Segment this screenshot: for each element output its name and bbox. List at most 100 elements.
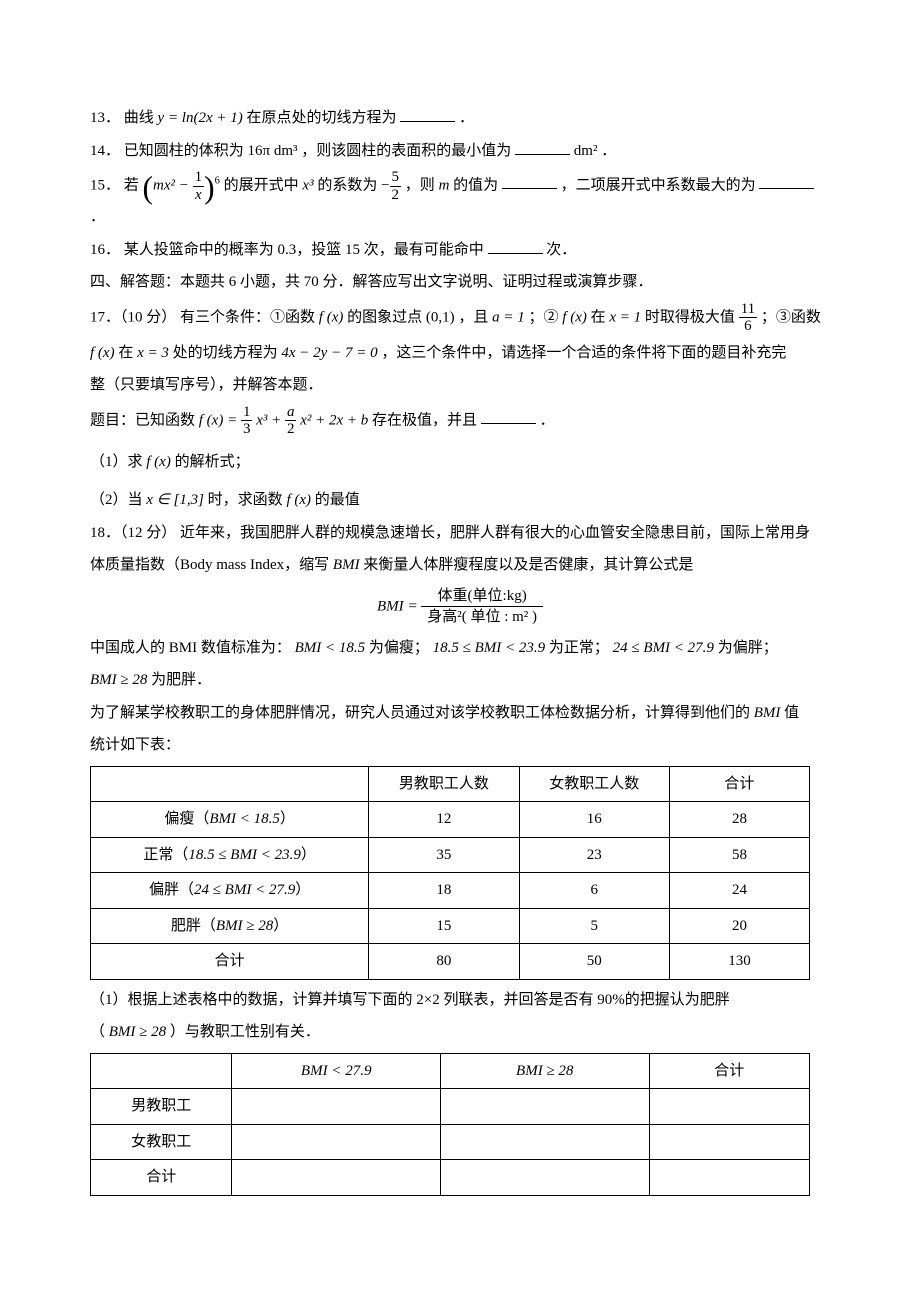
cell <box>649 1089 809 1125</box>
q17-period: ． <box>540 412 555 428</box>
q17-x1: x = 1 <box>609 309 641 325</box>
exam-page: 13． 曲线 y = ln(2x + 1) 在原点处的切线方程为 ． 14． 已… <box>0 0 920 1302</box>
t1-h2: 女教职工人数 <box>519 766 669 802</box>
q17-f2n: a <box>285 404 297 422</box>
cell <box>649 1160 809 1196</box>
cell <box>232 1089 441 1125</box>
q17-x3: x = 3 <box>137 345 169 361</box>
lm: 24 ≤ BMI < 27.9 <box>194 882 295 898</box>
q13-expr: y = ln(2x + 1) <box>158 110 243 126</box>
q14-unit2: dm² <box>574 143 598 159</box>
cell <box>440 1089 649 1125</box>
bmi-den: 身高²( 单位 : m² ) <box>421 607 543 628</box>
q17-fx1: f (x) <box>319 309 344 325</box>
q18-num: 18． <box>90 525 120 541</box>
q18-c1t: 为偏瘦； <box>365 640 429 656</box>
bmi-stats-table: 男教职工人数 女教职工人数 合计 偏瘦（BMI < 18.5） 12 16 28… <box>90 766 810 980</box>
q17-fx2: f (x) <box>562 309 587 325</box>
q17-t2: 的图象过点 <box>347 309 426 325</box>
question-14: 14． 已知圆柱的体积为 16π dm³ ，则该圆柱的表面积的最小值为 dm² … <box>90 137 830 166</box>
q18-l4: 为了解某学校教职工的身体肥胖情况，研究人员通过对该学校教职工体检数据分析，计算得… <box>90 705 754 721</box>
q15-x3: x³ <box>302 177 313 193</box>
t2-r1: 女教职工 <box>91 1124 232 1160</box>
table-row: 偏瘦（BMI < 18.5） 12 16 28 <box>91 802 810 838</box>
cell: 18 <box>369 873 519 909</box>
q15-t2: 的展开式中 <box>224 177 303 193</box>
q18p1-c: （ <box>90 1024 105 1040</box>
cell <box>232 1124 441 1160</box>
cell: 130 <box>669 944 809 980</box>
q17-term2: x² + 2x + b <box>300 412 368 428</box>
q18-c2t: 为正常； <box>545 640 609 656</box>
t1-r2-label: 偏胖（24 ≤ BMI < 27.9） <box>91 873 369 909</box>
q17-num: 17． <box>90 309 120 325</box>
contingency-table: BMI < 27.9 BMI ≥ 28 合计 男教职工 女教职工 合计 <box>90 1053 810 1196</box>
table-row: 肥胖（BMI ≥ 28） 15 5 20 <box>91 908 810 944</box>
q17-pt: (0,1) <box>426 309 455 325</box>
question-18-line1: 18．（12 分） 近年来，我国肥胖人群的规模急速增长，肥胖人群有很大的心血管安… <box>90 519 830 548</box>
q15-t1: 若 <box>124 177 139 193</box>
table-row: 偏胖（24 ≤ BMI < 27.9） 18 6 24 <box>91 873 810 909</box>
q15-t3: 的系数为 <box>317 177 381 193</box>
q17-p1: （1）求 <box>90 454 146 470</box>
q15-f1d: x <box>193 187 205 204</box>
t1-r1-label: 正常（18.5 ≤ BMI < 23.9） <box>91 837 369 873</box>
q17-l2c: ，这三个条件中，请选择一个合适的条件将下面的题目补充完 <box>381 345 786 361</box>
cell: 24 <box>669 873 809 909</box>
cell: 23 <box>519 837 669 873</box>
question-18-line4: 为了解某学校教职工的身体肥胖情况，研究人员通过对该学校教职工体检数据分析，计算得… <box>90 699 830 728</box>
q13-num: 13． <box>90 110 120 126</box>
question-18-line3b: BMI ≥ 28 为肥胖． <box>90 666 830 695</box>
q17-t7: ；③函数 <box>761 309 821 325</box>
table-row: 男教职工 <box>91 1089 810 1125</box>
cell: 20 <box>669 908 809 944</box>
lpo: ） <box>280 811 295 827</box>
cell <box>232 1160 441 1196</box>
q18-c1: BMI < 18.5 <box>295 640 366 656</box>
t2-r0: 男教职工 <box>91 1089 232 1125</box>
q17-topic-tail: 存在极值，并且 <box>372 412 477 428</box>
cell: 28 <box>669 802 809 838</box>
q14-blank <box>515 139 570 155</box>
q17-t4: ；② <box>529 309 563 325</box>
lp: 合计 <box>215 953 245 969</box>
q17-p2c: 的最值 <box>315 492 360 508</box>
q17-frac: 116 <box>739 301 757 335</box>
lp: 偏瘦（ <box>164 811 209 827</box>
q15-m: m <box>439 177 450 193</box>
lp: 肥胖（ <box>171 918 216 934</box>
q15-period: ． <box>90 209 105 225</box>
lp: 正常（ <box>143 847 188 863</box>
q18-l4b: 值 <box>784 705 799 721</box>
t2-h0 <box>91 1053 232 1089</box>
table-row: 正常（18.5 ≤ BMI < 23.9） 35 23 58 <box>91 837 810 873</box>
t1-r0-label: 偏瘦（BMI < 18.5） <box>91 802 369 838</box>
cell: 6 <box>519 873 669 909</box>
q18p1-d: ）与教职工性别有关． <box>170 1024 320 1040</box>
cell: 80 <box>369 944 519 980</box>
question-17-p2: （2）当 x ∈ [1,3] 时，求函数 f (x) 的最值 <box>90 486 830 515</box>
q18-p1-line1: （1）根据上述表格中的数据，计算并填写下面的 2×2 列联表，并回答是否有 90… <box>90 986 830 1015</box>
q15-blank2 <box>759 173 814 189</box>
t2-r2: 合计 <box>91 1160 232 1196</box>
q18p1-tbl: 2×2 <box>416 992 439 1008</box>
cell: 35 <box>369 837 519 873</box>
q18-c3t: 为偏胖； <box>714 640 778 656</box>
table-row: 男教职工人数 女教职工人数 合计 <box>91 766 810 802</box>
q17-fn: 11 <box>739 301 757 319</box>
q17-fx3: f (x) <box>90 345 115 361</box>
q15-t6: ，二项展开式中系数最大的为 <box>561 177 756 193</box>
q17-t6: 时取得极大值 <box>645 309 739 325</box>
cell <box>440 1124 649 1160</box>
q15-frac2: 52 <box>390 169 402 203</box>
q17-p1fx: f (x) <box>146 454 171 470</box>
lm: BMI < 18.5 <box>209 811 280 827</box>
bmi-formula: BMI = 体重(单位:kg) 身高²( 单位 : m² ) <box>90 586 830 628</box>
question-18-line3: 中国成人的 BMI 数值标准为： BMI < 18.5 为偏瘦； 18.5 ≤ … <box>90 634 830 663</box>
q17-blank <box>481 408 536 424</box>
lpo: ） <box>301 847 316 863</box>
q17-l2a: 在 <box>118 345 137 361</box>
lm: 18.5 ≤ BMI < 23.9 <box>188 847 301 863</box>
q18-p1-line2: （ BMI ≥ 28 ）与教职工性别有关． <box>90 1018 830 1047</box>
q17-f1n: 1 <box>241 404 253 422</box>
